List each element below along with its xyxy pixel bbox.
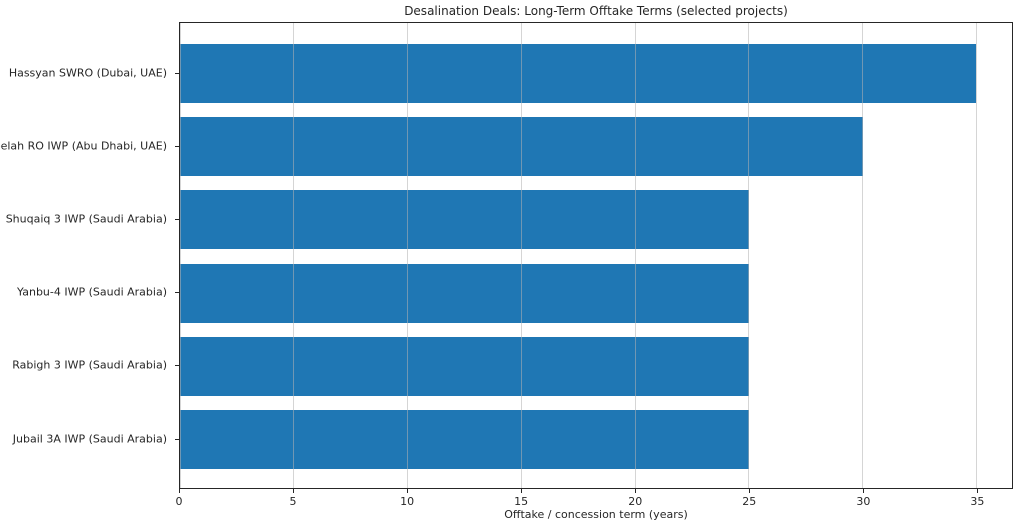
y-tick-mark-2 [175,218,179,220]
x-tick-mark-0 [179,489,180,493]
x-tick-label-0: 0 [175,495,183,508]
gridline-x-35 [975,23,977,488]
gridline-x-25 [748,23,750,488]
x-tick-mark-10 [407,489,409,493]
x-tick-label-20: 20 [628,495,643,508]
y-tick-mark-5 [175,438,179,440]
gridline-x-0 [179,23,181,488]
x-axis-label: Offtake / concession term (years) [504,508,688,521]
x-tick-mark-25 [749,489,751,493]
x-tick-label-15: 15 [514,495,529,508]
y-tick-label-2: Shuqaiq 3 IWP (Saudi Arabia) [5,212,167,226]
x-tick-label-5: 5 [289,495,297,508]
x-tick-mark-15 [521,489,523,493]
y-tick-label-0: Hassyan SWRO (Dubai, UAE) [8,66,167,79]
bar-3 [180,263,749,323]
y-tick-label-1: Taweelah RO IWP (Abu Dhabi, UAE) [0,139,167,153]
gridline-x-20 [634,23,636,488]
x-tick-mark-30 [863,489,865,493]
gridline-x-30 [862,23,864,488]
gridline-x-10 [407,23,409,488]
bar-0 [180,44,977,103]
y-tick-mark-4 [175,365,179,367]
x-tick-label-10: 10 [400,495,415,508]
y-tick-label-5: Jubail 3A IWP (Saudi Arabia) [12,432,167,445]
bar-5 [180,410,749,469]
plot-area [179,22,1013,489]
y-tick-mark-3 [175,292,179,294]
x-tick-label-30: 30 [856,495,871,508]
x-tick-mark-20 [635,489,637,493]
y-tick-label-4: Rabigh 3 IWP (Saudi Arabia) [12,358,167,372]
x-tick-label-35: 35 [970,495,985,508]
chart-title: Desalination Deals: Long-Term Offtake Te… [404,4,788,18]
x-tick-label-25: 25 [742,495,757,508]
gridline-x-5 [293,23,295,488]
y-tick-label-3: Yanbu-4 IWP (Saudi Arabia) [17,285,167,299]
x-tick-mark-5 [293,489,295,493]
y-tick-mark-1 [175,145,179,147]
bar-2 [180,190,749,250]
x-tick-mark-35 [977,489,979,493]
y-tick-mark-0 [175,72,179,74]
bar-4 [180,336,749,396]
gridline-x-15 [520,23,522,488]
